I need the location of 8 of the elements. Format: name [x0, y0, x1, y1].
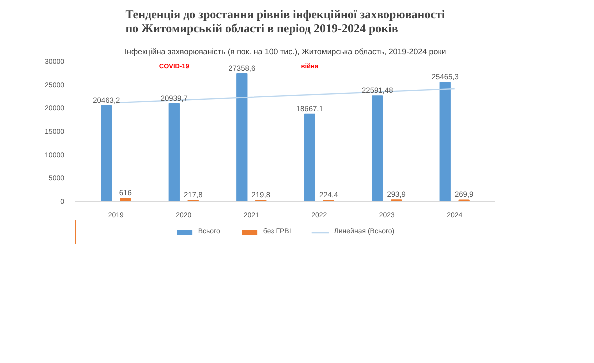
bar: [304, 114, 316, 202]
chart-title: Тенденція до зростання рівнів інфекційної захворюваності по Житомирській області в період 2019-2024 років: [126, 8, 446, 36]
chart-subtitle: Інфекційна захворюваність (в пок. на 100 тис.), Житомирська область, 2019-2024 роки: [124, 48, 446, 56]
bar: [440, 82, 451, 202]
bar: [236, 73, 248, 202]
bar: [168, 103, 180, 202]
bar: [101, 106, 112, 202]
bar: [372, 96, 384, 202]
